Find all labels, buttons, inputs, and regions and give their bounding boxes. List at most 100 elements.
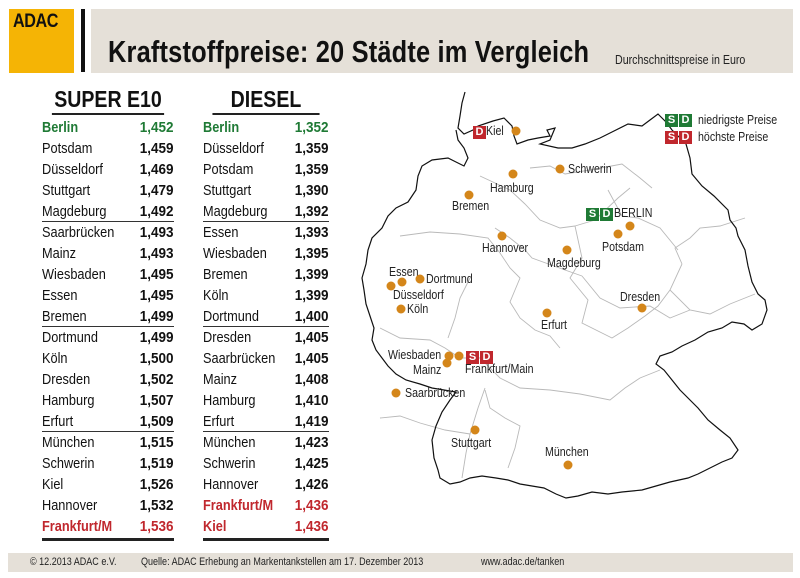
logo-text: ADAC [13,11,58,32]
city-label-berlin: BERLIN [614,206,653,220]
table-row: Dortmund 1,499 [42,327,174,348]
city-dot-mainz [442,358,452,368]
table-row: Berlin 1,452 [42,117,174,138]
super-price-badge: S [466,351,479,365]
city-name: Saarbrücken [42,224,115,241]
super-e10-table: SUPER E10 Berlin 1,452 Potsdam 1,459 Düsseld… [42,84,174,541]
table-row: Frankfurt/M 1,436 [203,495,329,516]
city-name: München [203,434,256,451]
city-name: Dresden [42,371,91,388]
fuel-price: 1,459 [140,140,174,157]
table-row: Schwerin 1,519 [42,453,174,474]
city-name: Dresden [203,329,252,346]
fuel-price: 1,425 [295,455,329,472]
fuel-price: 1,452 [140,119,174,136]
city-name: Magdeburg [42,203,107,220]
table-row: Schwerin 1,425 [203,453,329,474]
city-name: Bremen [203,266,248,283]
table-row: Potsdam 1,359 [203,159,329,180]
fuel-price: 1,469 [140,161,174,178]
fuel-price: 1,436 [295,518,329,535]
fuel-price: 1,352 [295,119,329,136]
state-borders [379,163,756,479]
city-name: Kiel [42,476,64,493]
fuel-price: 1,515 [140,434,174,451]
city-name: Potsdam [203,161,254,178]
footer-url[interactable]: www.adac.de/tanken [481,556,565,568]
table-row: Magdeburg 1,392 [203,201,329,222]
city-dot-magdeburg [562,245,572,255]
table-row: München 1,515 [42,432,174,453]
city-name: Berlin [42,119,79,136]
footer-source: Quelle: ADAC Erhebung an Markentankstell… [141,556,424,568]
city-name: Dortmund [42,329,98,346]
table-row: Magdeburg 1,492 [42,201,174,222]
fuel-price: 1,507 [140,392,174,409]
city-name: Hannover [42,497,98,514]
table-row: Essen 1,495 [42,285,174,306]
table-row: Stuttgart 1,390 [203,180,329,201]
city-label-schwerin: Schwerin [568,162,612,176]
fuel-price: 1,423 [295,434,329,451]
city-dot-berlin [625,221,635,231]
city-name: Schwerin [203,455,256,472]
city-name: Berlin [203,119,240,136]
city-label-wiesbaden: Wiesbaden [388,348,442,362]
header-banner: Kraftstoffpreise: 20 Städte im Vergleich… [91,9,793,73]
fuel-price: 1,493 [140,224,174,241]
city-dot-potsdam [613,229,623,239]
city-label-magdeburg: Magdeburg [547,256,601,270]
city-name: Düsseldorf [203,140,264,157]
city-label-bremen: Bremen [452,199,490,213]
city-name: Essen [42,287,78,304]
city-label-saarbr-cken: Saarbrücken [405,386,466,400]
table-row: Hamburg 1,410 [203,390,329,411]
city-name: Frankfurt/M [42,518,113,535]
table-row: München 1,423 [203,432,329,453]
table-row: Wiesbaden 1,495 [42,264,174,285]
city-name: Saarbrücken [203,350,276,367]
city-name: Dortmund [203,308,259,325]
footer: © 12.2013 ADAC e.V. Quelle: ADAC Erhebun… [8,553,793,572]
city-name: Bremen [42,308,87,325]
fuel-price: 1,495 [140,287,174,304]
fuel-price: 1,426 [295,476,329,493]
table-end-rule [203,538,329,541]
city-dot-hannover [497,231,507,241]
legend-lowest-label: niedrigste Preise [698,113,778,127]
table-row: Frankfurt/M 1,536 [42,516,174,537]
city-name: Essen [203,224,239,241]
city-name: Wiesbaden [203,245,267,262]
legend-highest-label: höchste Preise [698,130,769,144]
city-label-hamburg: Hamburg [490,181,534,195]
table-row: Berlin 1,352 [203,117,329,138]
city-dot-essen [397,277,407,287]
fuel-price: 1,526 [140,476,174,493]
table-row: Hamburg 1,507 [42,390,174,411]
city-name: Magdeburg [203,203,268,220]
city-name: Düsseldorf [42,161,103,178]
diesel-heading: DIESEL [212,84,320,115]
diesel-price-badge: D [480,351,493,365]
germany-outline [361,91,768,499]
city-dot-bremen [464,190,474,200]
fuel-price: 1,500 [140,350,174,367]
city-name: Kiel [203,518,227,535]
table-row: Mainz 1,493 [42,243,174,264]
table-row: Kiel 1,436 [203,516,329,537]
city-label-potsdam: Potsdam [602,240,644,254]
city-name: Potsdam [42,140,93,157]
city-label-hannover: Hannover [482,241,529,255]
table-row: Kiel 1,526 [42,474,174,495]
germany-map [360,78,800,538]
city-name: Hamburg [203,392,256,409]
city-name: Stuttgart [203,182,252,199]
diesel-rows: Berlin 1,352 Düsseldorf 1,359 Potsdam 1,359 St… [203,117,329,537]
city-name: Hannover [203,476,259,493]
table-row: Wiesbaden 1,395 [203,243,329,264]
fuel-price: 1,359 [295,140,329,157]
table-row: Erfurt 1,419 [203,411,329,432]
table-row: Bremen 1,499 [42,306,174,327]
fuel-price: 1,408 [295,371,329,388]
